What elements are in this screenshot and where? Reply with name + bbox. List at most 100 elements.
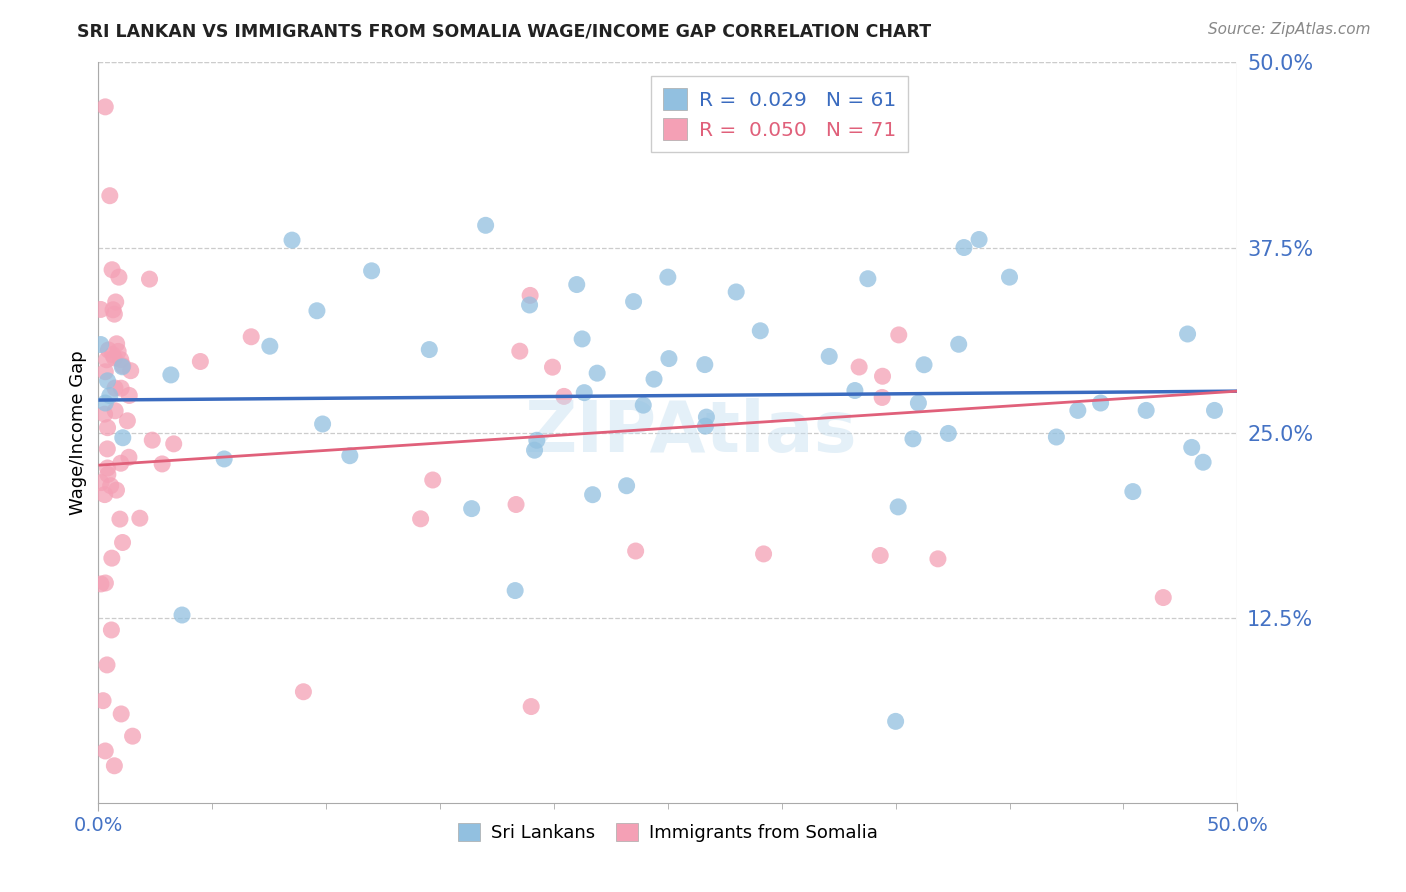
Point bbox=[884, 714, 907, 729]
Point bbox=[90, 577, 112, 591]
Point bbox=[104, 404, 127, 418]
Point bbox=[998, 270, 1021, 285]
Point bbox=[138, 272, 160, 286]
Point bbox=[311, 417, 333, 431]
Point bbox=[848, 359, 870, 374]
Point bbox=[292, 685, 315, 699]
Point bbox=[98, 388, 121, 402]
Point bbox=[110, 381, 132, 395]
Point bbox=[725, 285, 748, 299]
Point bbox=[1204, 403, 1226, 417]
Point bbox=[110, 352, 132, 367]
Point bbox=[520, 699, 543, 714]
Point bbox=[212, 452, 235, 467]
Point bbox=[105, 336, 128, 351]
Point bbox=[887, 327, 910, 342]
Point bbox=[163, 437, 186, 451]
Point bbox=[108, 512, 131, 526]
Text: Source: ZipAtlas.com: Source: ZipAtlas.com bbox=[1208, 22, 1371, 37]
Point bbox=[1192, 455, 1215, 469]
Point bbox=[505, 498, 527, 512]
Point bbox=[519, 298, 541, 312]
Point bbox=[281, 233, 304, 247]
Point bbox=[93, 487, 115, 501]
Point bbox=[907, 396, 929, 410]
Point bbox=[90, 475, 112, 490]
Point bbox=[100, 478, 122, 492]
Point bbox=[94, 576, 117, 591]
Point bbox=[695, 410, 717, 425]
Point bbox=[872, 369, 894, 384]
Point bbox=[623, 294, 645, 309]
Point bbox=[927, 552, 949, 566]
Point bbox=[818, 350, 841, 364]
Point bbox=[150, 457, 173, 471]
Point bbox=[259, 339, 281, 353]
Point bbox=[553, 389, 575, 403]
Point bbox=[586, 366, 609, 380]
Point bbox=[633, 398, 655, 412]
Point bbox=[523, 443, 546, 458]
Point bbox=[643, 372, 665, 386]
Point bbox=[107, 344, 129, 359]
Point bbox=[339, 449, 361, 463]
Point bbox=[856, 271, 879, 285]
Point bbox=[624, 544, 647, 558]
Point bbox=[912, 358, 935, 372]
Point bbox=[97, 467, 120, 482]
Point bbox=[104, 295, 127, 310]
Point bbox=[98, 188, 121, 202]
Point bbox=[105, 483, 128, 497]
Point bbox=[571, 332, 593, 346]
Point bbox=[94, 744, 117, 758]
Point bbox=[657, 270, 679, 285]
Point bbox=[121, 729, 143, 743]
Point bbox=[110, 456, 132, 470]
Point bbox=[901, 432, 924, 446]
Point bbox=[1135, 403, 1157, 417]
Point bbox=[1045, 430, 1067, 444]
Point bbox=[91, 694, 114, 708]
Point bbox=[96, 657, 118, 672]
Point bbox=[360, 264, 382, 278]
Point bbox=[581, 488, 603, 502]
Text: SRI LANKAN VS IMMIGRANTS FROM SOMALIA WAGE/INCOME GAP CORRELATION CHART: SRI LANKAN VS IMMIGRANTS FROM SOMALIA WA… bbox=[77, 22, 931, 40]
Point bbox=[938, 426, 960, 441]
Point bbox=[118, 388, 141, 402]
Point bbox=[104, 381, 127, 395]
Point bbox=[96, 442, 118, 456]
Point bbox=[96, 374, 118, 388]
Point bbox=[749, 324, 772, 338]
Point bbox=[94, 100, 117, 114]
Text: ZIPAtlas: ZIPAtlas bbox=[524, 398, 856, 467]
Point bbox=[948, 337, 970, 351]
Point bbox=[565, 277, 588, 292]
Point bbox=[103, 307, 125, 321]
Point bbox=[190, 354, 212, 368]
Point bbox=[693, 358, 716, 372]
Point bbox=[870, 391, 893, 405]
Point bbox=[103, 351, 125, 365]
Point bbox=[103, 758, 125, 772]
Point bbox=[503, 583, 526, 598]
Point bbox=[574, 385, 596, 400]
Point bbox=[869, 549, 891, 563]
Legend: Sri Lankans, Immigrants from Somalia: Sri Lankans, Immigrants from Somalia bbox=[451, 815, 884, 849]
Point bbox=[101, 302, 124, 317]
Point bbox=[101, 262, 124, 277]
Point bbox=[1067, 403, 1090, 417]
Point bbox=[108, 270, 131, 285]
Point bbox=[110, 706, 132, 721]
Point bbox=[702, 122, 724, 136]
Point bbox=[887, 500, 910, 514]
Point bbox=[752, 547, 775, 561]
Point bbox=[418, 343, 440, 357]
Point bbox=[170, 607, 193, 622]
Point bbox=[305, 303, 328, 318]
Point bbox=[96, 461, 118, 475]
Point bbox=[97, 343, 120, 357]
Point bbox=[509, 344, 531, 359]
Point bbox=[90, 337, 112, 351]
Point bbox=[844, 384, 866, 398]
Point bbox=[474, 219, 496, 233]
